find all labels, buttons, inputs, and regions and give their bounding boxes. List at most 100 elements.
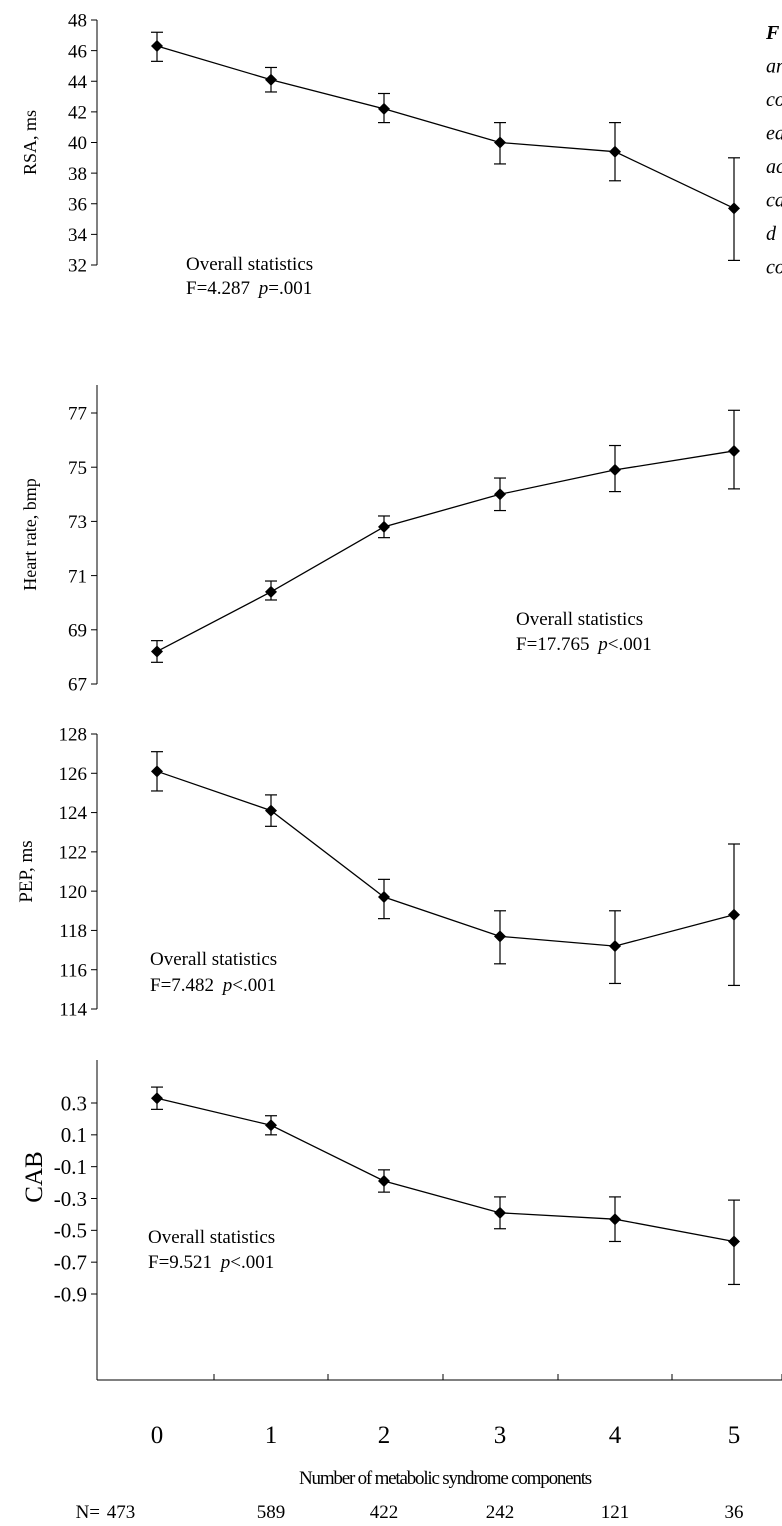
y-tick-label: 32 bbox=[68, 256, 87, 277]
caption-line: ea bbox=[766, 123, 782, 145]
n-value: 36 bbox=[725, 1502, 744, 1523]
x-tick-label: 0 bbox=[151, 1422, 164, 1449]
data-point bbox=[494, 488, 506, 501]
y-tick-label: 40 bbox=[68, 133, 87, 154]
n-value: 121 bbox=[601, 1502, 630, 1523]
y-tick-label: 69 bbox=[68, 620, 87, 641]
data-point bbox=[728, 908, 740, 921]
stats-p-value: =.001 bbox=[268, 278, 312, 299]
y-tick-label: 73 bbox=[68, 512, 87, 533]
y-tick-label: -0.3 bbox=[54, 1187, 87, 1211]
x-tick-label: 1 bbox=[265, 1422, 278, 1449]
series-line bbox=[156, 770, 735, 947]
cab-panel: 0.3 0.1 -0.1 -0.3 -0.5 -0.7 -0.9 CAB Overall sta… bbox=[21, 1060, 740, 1306]
caption-line: ca bbox=[766, 190, 782, 212]
stats-values: F=4.287 p=.001 bbox=[186, 278, 312, 299]
stats-title: Overall statistics bbox=[186, 254, 313, 275]
y-tick-label: 34 bbox=[68, 225, 88, 246]
data-point bbox=[609, 145, 621, 158]
y-tick-label: 71 bbox=[68, 566, 87, 587]
data-point bbox=[728, 444, 740, 457]
stats-f: F=7.482 bbox=[150, 975, 219, 996]
series-line bbox=[156, 1097, 735, 1243]
n-prefix: N= bbox=[76, 1502, 100, 1523]
caption-line: co bbox=[766, 257, 782, 279]
n-value: 589 bbox=[257, 1502, 286, 1523]
y-tick-label: 48 bbox=[68, 11, 87, 32]
y-tick-label: 44 bbox=[68, 72, 88, 93]
data-point bbox=[265, 585, 277, 598]
stats-values: F=9.521 p<.001 bbox=[148, 1252, 274, 1273]
stats-p-value: <.001 bbox=[230, 1252, 274, 1273]
caption-line: co bbox=[766, 89, 782, 111]
y-tick-label: 120 bbox=[59, 882, 88, 903]
y-tick-label: 0.3 bbox=[61, 1091, 87, 1115]
stats-f: F=4.287 bbox=[186, 278, 255, 299]
series-line bbox=[156, 45, 735, 209]
stats-title: Overall statistics bbox=[150, 949, 277, 970]
rsa-panel: 48 46 44 42 40 38 36 34 32 RSA, ms Overall statist… bbox=[20, 11, 740, 299]
data-point bbox=[265, 1119, 277, 1132]
stats-f: F=9.521 bbox=[148, 1252, 217, 1273]
x-tick-label: 2 bbox=[378, 1422, 391, 1449]
data-point bbox=[494, 930, 506, 943]
y-axis-label: CAB bbox=[21, 1151, 48, 1202]
stats-p: p bbox=[257, 278, 269, 299]
data-point bbox=[378, 891, 390, 904]
y-tick-label: -0.1 bbox=[54, 1155, 87, 1179]
y-tick-label: -0.7 bbox=[54, 1251, 87, 1275]
data-point bbox=[378, 102, 390, 115]
caption-line: ac bbox=[766, 156, 782, 178]
data-point bbox=[265, 73, 277, 86]
data-point bbox=[151, 765, 163, 778]
stats-p-value: <.001 bbox=[232, 975, 276, 996]
data-point bbox=[728, 1235, 740, 1248]
y-axis-label: Heart rate, bmp bbox=[20, 478, 40, 590]
y-tick-label: 126 bbox=[59, 764, 88, 785]
data-point bbox=[378, 520, 390, 533]
n-value: 242 bbox=[486, 1502, 515, 1523]
y-tick-label: 77 bbox=[68, 404, 87, 425]
y-axis-label: PEP, ms bbox=[16, 840, 37, 902]
data-point bbox=[494, 1206, 506, 1219]
series-line bbox=[156, 450, 735, 653]
stats-values: F=17.765 p<.001 bbox=[516, 634, 652, 655]
y-tick-label: 122 bbox=[59, 843, 88, 864]
y-tick-label: 36 bbox=[68, 194, 87, 215]
x-tick-label: 5 bbox=[728, 1422, 741, 1449]
n-value: 422 bbox=[370, 1502, 399, 1523]
stats-title: Overall statistics bbox=[148, 1227, 275, 1248]
y-tick-label: -0.5 bbox=[54, 1219, 87, 1243]
y-tick-label: 114 bbox=[59, 1000, 87, 1021]
pep-panel: 128 126 124 122 120 118 116 114 PEP, ms Overall s… bbox=[16, 725, 740, 1021]
y-tick-label: 75 bbox=[68, 458, 87, 479]
data-point bbox=[609, 463, 621, 476]
y-tick-label: -0.9 bbox=[54, 1282, 87, 1306]
n-value: 473 bbox=[107, 1502, 136, 1523]
stats-p: p bbox=[596, 634, 608, 655]
x-tick-label: 3 bbox=[494, 1422, 507, 1449]
y-tick-label: 38 bbox=[68, 164, 87, 185]
caption-line: d bbox=[766, 223, 777, 245]
y-tick-label: 128 bbox=[59, 725, 88, 746]
caption-line: F bbox=[765, 22, 780, 44]
stats-title: Overall statistics bbox=[516, 609, 643, 630]
data-point bbox=[265, 804, 277, 817]
y-tick-label: 116 bbox=[59, 960, 87, 981]
x-axis-label: Number of metabolic syndrome components bbox=[299, 1468, 592, 1489]
caption-line: an bbox=[766, 56, 782, 78]
data-point bbox=[494, 136, 506, 149]
stats-p-value: <.001 bbox=[608, 634, 652, 655]
x-axis: 0 1 2 3 4 5 Number of metabolic syndrome compo… bbox=[76, 1294, 782, 1523]
x-tick-label: 4 bbox=[609, 1422, 622, 1449]
y-tick-label: 46 bbox=[68, 41, 87, 62]
heart-rate-panel: 77 75 73 71 69 67 Heart rate, bmp Overall stati… bbox=[20, 385, 740, 696]
y-tick-label: 124 bbox=[59, 803, 88, 824]
figure-caption: Fan co ea ac ca d co bbox=[765, 22, 782, 279]
data-point bbox=[609, 1213, 621, 1226]
stats-f: F=17.765 bbox=[516, 634, 594, 655]
y-tick-label: 0.1 bbox=[61, 1123, 87, 1147]
stats-values: F=7.482 p<.001 bbox=[150, 975, 276, 996]
data-point bbox=[151, 645, 163, 658]
